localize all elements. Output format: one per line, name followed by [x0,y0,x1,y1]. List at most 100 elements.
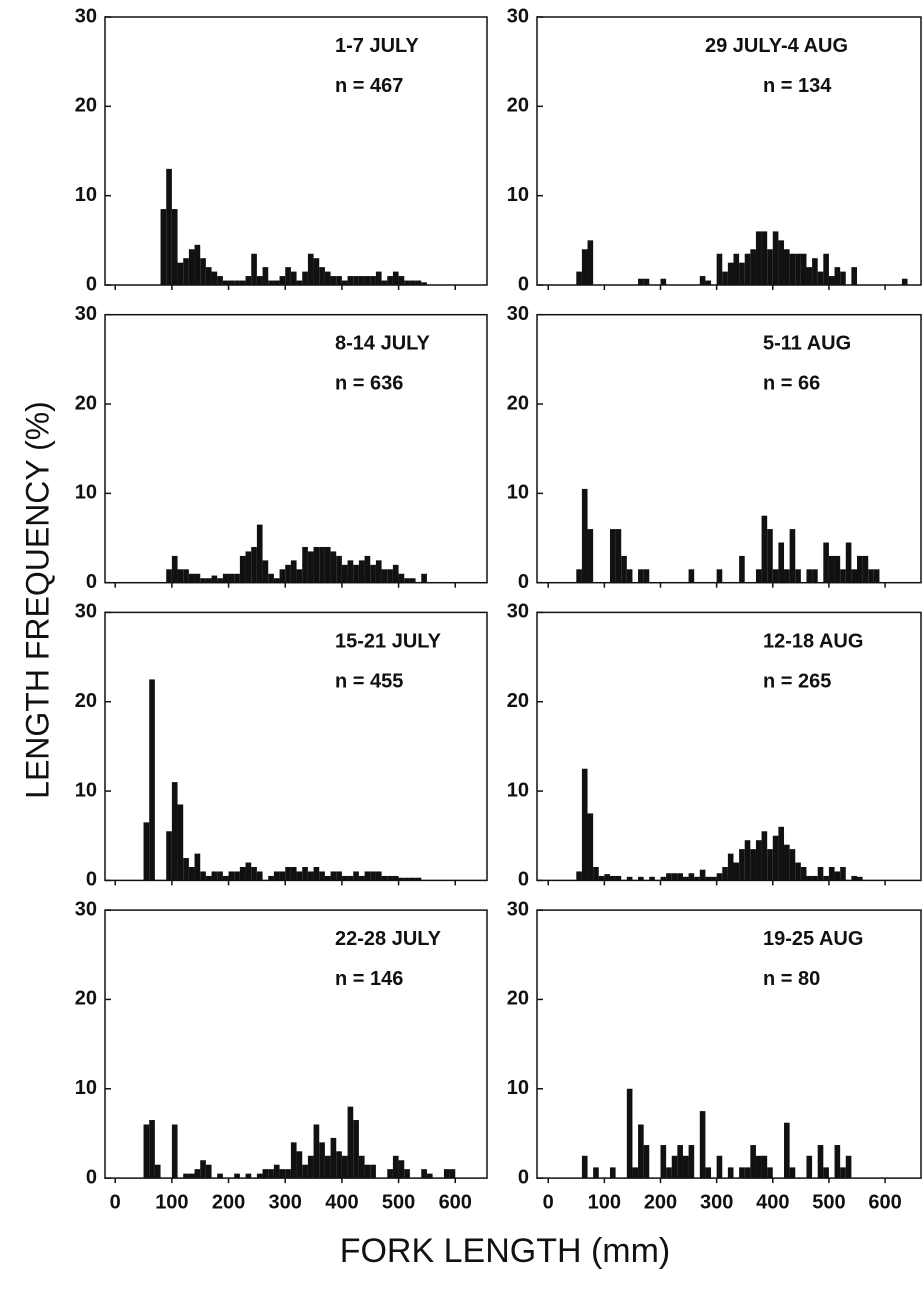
bar [834,267,841,285]
bar [239,867,246,881]
bar [626,876,633,881]
bar [205,267,212,285]
bar [789,529,796,583]
bar [716,1155,723,1179]
bar [370,564,376,583]
bar [256,524,263,583]
y-tick-label: 0 [518,1166,529,1188]
bar [370,871,376,881]
bar [347,276,354,285]
bar [222,573,229,583]
y-tick-label: 20 [75,690,97,712]
bar [733,862,740,881]
bar [166,831,172,881]
bar [143,1124,150,1179]
bar [347,1106,354,1179]
bar [188,249,195,285]
bar [358,276,365,285]
bar [358,875,365,881]
bar [677,1145,683,1179]
bar [217,871,223,881]
bar [375,560,382,583]
bar [795,253,801,285]
bar [171,555,178,583]
bar [671,873,678,881]
bar [587,529,594,583]
bar [239,555,246,583]
bar [806,1155,813,1179]
bar [845,1155,852,1179]
bar [823,253,829,285]
bar [761,515,768,583]
bar [324,1155,331,1179]
bar [581,249,588,285]
bar [245,1173,252,1179]
bar [761,831,768,881]
x-tick-label: 300 [269,1191,302,1213]
y-tick-label: 20 [507,690,529,712]
bar [307,871,314,881]
bar [800,253,807,285]
bar [228,280,235,285]
bar [370,276,376,285]
bar [688,1145,695,1179]
bar [347,560,354,583]
bar [211,271,218,285]
y-tick-label: 30 [75,898,97,920]
bar [682,876,689,881]
bar [576,871,582,881]
x-tick-label: 200 [644,1191,677,1213]
bar [296,1151,303,1179]
bar [398,573,405,583]
bar [404,877,410,881]
bar [245,551,252,583]
bar [409,280,416,285]
bar [285,267,291,285]
panel-title: 19-25 AUG [763,928,863,950]
panel-subtitle: n = 636 [335,373,403,395]
bar [817,867,824,881]
bar [404,1169,410,1179]
bar [392,875,399,881]
bar [711,876,717,881]
x-tick-label: 500 [382,1191,415,1213]
bar [789,849,796,881]
bar [205,578,212,583]
bar [194,244,201,285]
bar [307,253,314,285]
bar [302,271,308,285]
x-tick-label: 0 [110,1191,121,1213]
bar [421,573,427,583]
y-tick-label: 0 [86,1166,97,1188]
bar [705,876,712,881]
bar [279,1169,286,1179]
bar [273,280,280,285]
bar [217,578,223,583]
bar [727,1167,734,1179]
x-tick-label: 500 [812,1191,845,1213]
bar [778,542,785,583]
bar [313,1124,320,1179]
bar [251,867,257,881]
bar [183,569,189,583]
bar [609,529,616,583]
panel-subtitle: n = 265 [763,670,831,692]
bar [828,867,835,881]
bar [688,569,695,583]
bar [823,542,829,583]
y-tick-label: 10 [75,1077,97,1099]
bar [840,1167,846,1179]
bar [392,564,399,583]
bar [211,575,218,583]
bar [171,782,178,881]
bar [767,849,773,881]
bar [262,1169,269,1179]
bar [143,822,150,881]
bar [694,876,700,881]
bar [593,867,599,881]
y-tick-label: 30 [75,5,97,27]
bar [387,875,393,881]
bar [324,875,331,881]
bar [171,1124,178,1179]
bar [727,853,734,881]
